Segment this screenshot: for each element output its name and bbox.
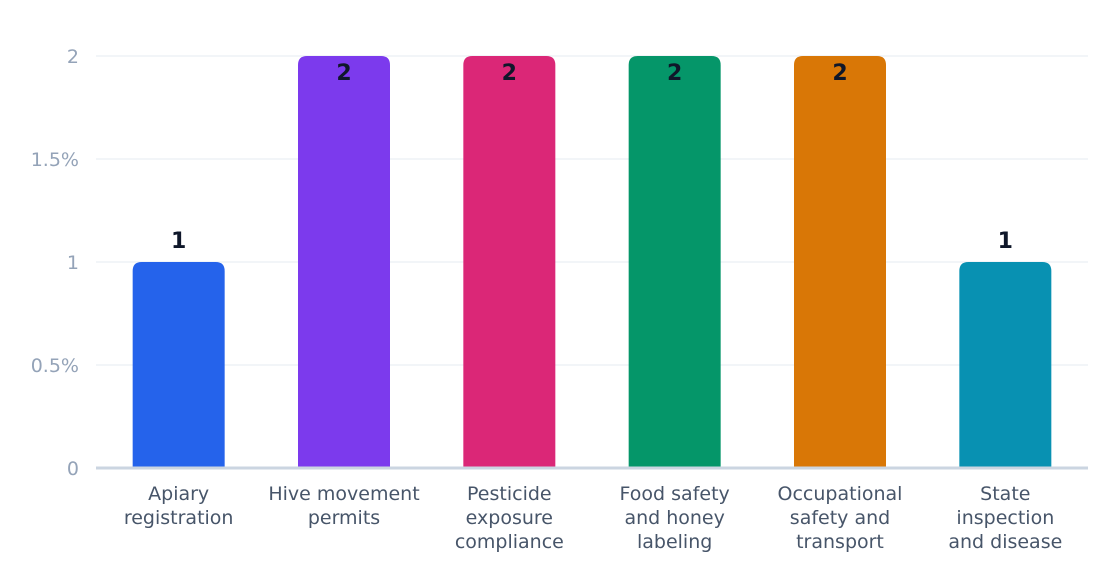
gridlines — [96, 55, 1088, 366]
x-category-label-line: Occupational — [778, 483, 903, 505]
x-category-label-line: State — [980, 483, 1030, 505]
x-category-label: Pesticide exposure compliance — [455, 483, 564, 553]
bar-value-label: 1 — [998, 229, 1013, 254]
x-category-label-line: permits — [308, 507, 380, 529]
bar — [794, 56, 886, 468]
x-category-label-line: Pesticide — [467, 483, 552, 505]
y-tick-label: 0.5% — [31, 355, 79, 377]
value-labels: 1 2 2 2 2 1 — [171, 61, 1013, 254]
x-category-label: State inspection and disease — [948, 483, 1062, 553]
x-category-label-line: Hive movement — [268, 483, 419, 505]
x-axis-labels: Apiary registration Hive movement permits Pe… — [124, 483, 1062, 553]
x-category-label-line: and honey — [624, 507, 724, 529]
bar — [628, 56, 721, 468]
bars — [132, 56, 1052, 468]
x-category-label-line: inspection — [956, 507, 1054, 529]
x-category-label: Food safety and honey labeling — [620, 483, 730, 553]
bar — [298, 56, 390, 468]
y-tick-label: 1 — [67, 252, 79, 274]
x-category-label: Apiary registration — [124, 483, 234, 529]
y-tick-label: 1.5% — [31, 149, 79, 171]
y-tick-label: 2 — [67, 46, 79, 68]
bar — [463, 56, 556, 468]
x-category-label-line: Food safety — [620, 483, 730, 505]
x-category-label: Hive movement permits — [268, 483, 419, 529]
bar-value-label: 2 — [832, 61, 847, 86]
x-category-label-line: exposure — [466, 507, 553, 529]
bar-value-label: 2 — [502, 61, 517, 86]
x-category-label-line: transport — [796, 531, 884, 553]
x-category-label-line: compliance — [455, 531, 564, 553]
bar — [132, 262, 225, 468]
bar — [959, 262, 1052, 468]
y-axis-ticks: 0 0.5% 1 1.5% 2 — [31, 46, 79, 480]
x-category-label: Occupational safety and transport — [778, 483, 903, 553]
x-category-label-line: labeling — [637, 531, 712, 553]
x-category-label-line: safety and — [790, 507, 890, 529]
bar-value-label: 1 — [171, 229, 186, 254]
y-tick-label: 0 — [67, 458, 79, 480]
x-category-label-line: registration — [124, 507, 234, 529]
bar-value-label: 2 — [336, 61, 351, 86]
x-category-label-line: and disease — [948, 531, 1062, 553]
x-category-label-line: Apiary — [148, 483, 209, 505]
bar-value-label: 2 — [667, 61, 682, 86]
